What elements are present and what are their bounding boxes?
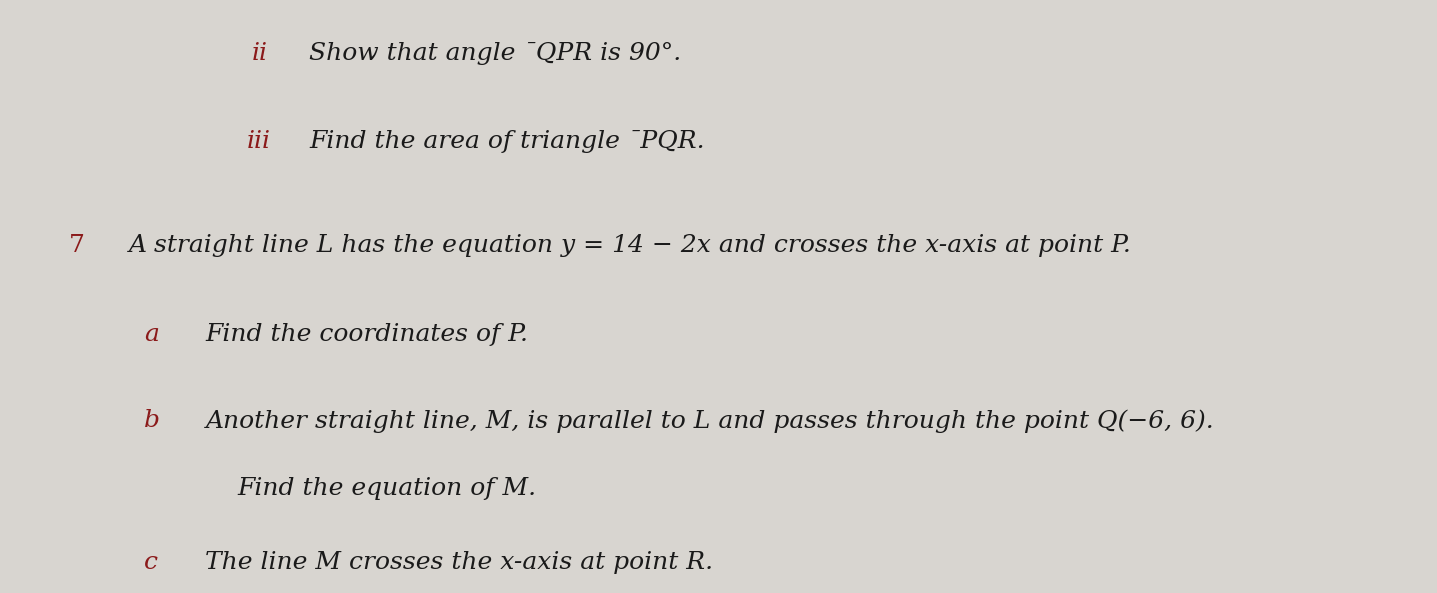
Text: 7: 7 [69, 234, 85, 257]
Text: ii: ii [251, 42, 267, 65]
Text: Another straight line, M, is parallel to L and passes through the point Q(−6, 6): Another straight line, M, is parallel to… [205, 409, 1214, 433]
Text: iii: iii [247, 130, 272, 154]
Text: Find the area of triangle ¯PQR.: Find the area of triangle ¯PQR. [309, 130, 704, 154]
Text: Find the coordinates of P.: Find the coordinates of P. [205, 323, 529, 346]
Text: c: c [144, 551, 158, 575]
Text: a: a [144, 323, 158, 346]
Text: The line M crosses the x-axis at point R.: The line M crosses the x-axis at point R… [205, 551, 714, 575]
Text: Find the equation of M.: Find the equation of M. [237, 477, 536, 500]
Text: Show that angle ¯QPR is 90°.: Show that angle ¯QPR is 90°. [309, 42, 681, 65]
Text: A straight line L has the equation y = 14 − 2x and crosses the x-axis at point P: A straight line L has the equation y = 1… [129, 234, 1132, 257]
Text: b: b [144, 409, 160, 432]
